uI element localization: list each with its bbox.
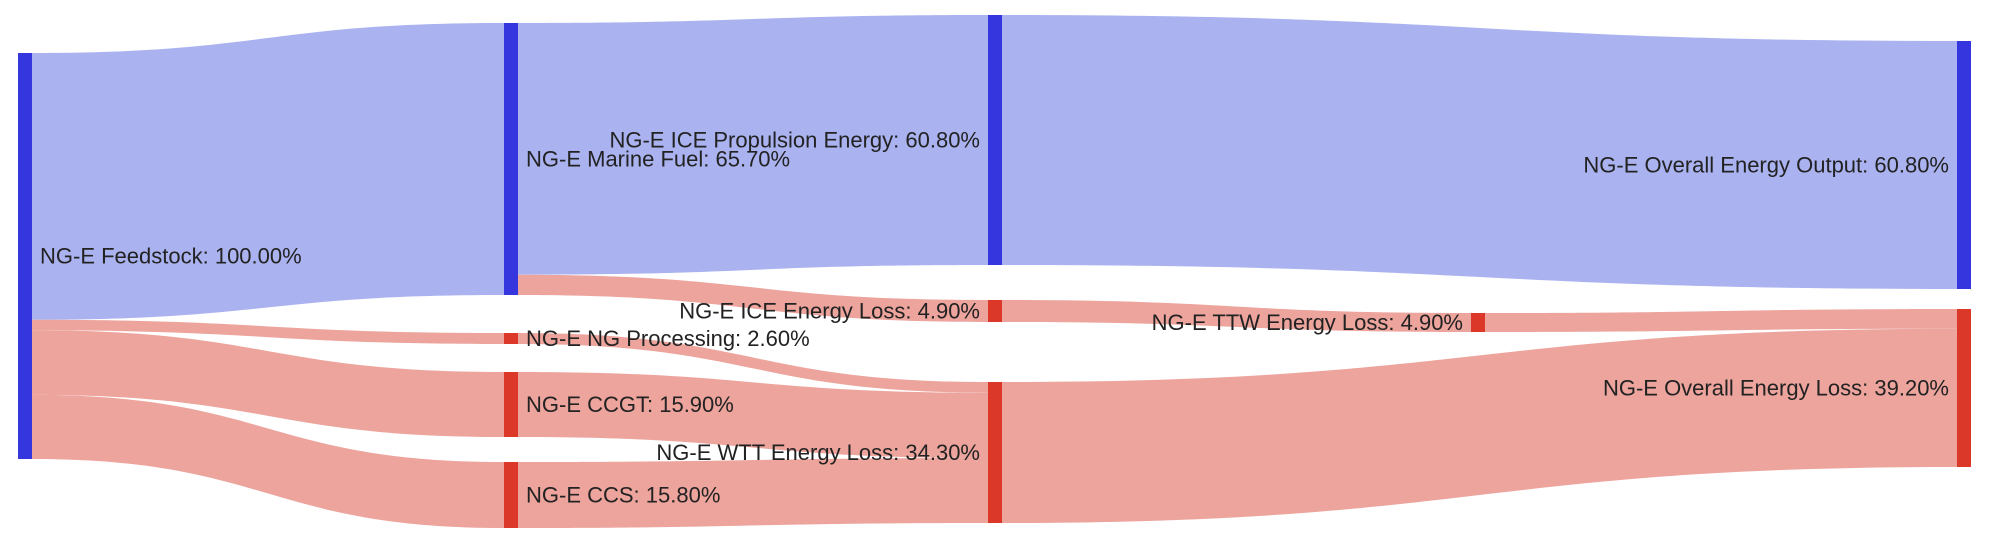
sankey-link-feedstock-ng_processing[interactable] bbox=[32, 319, 504, 344]
sankey-link-ice_propulsion-overall_output[interactable] bbox=[1002, 15, 1957, 289]
node-label-marine_fuel: NG-E Marine Fuel: 65.70% bbox=[526, 147, 790, 172]
sankey-link-feedstock-ccgt[interactable] bbox=[32, 330, 504, 437]
sankey-link-marine_fuel-ice_propulsion[interactable] bbox=[518, 15, 988, 275]
sankey-node-overall_loss[interactable] bbox=[1957, 309, 1971, 467]
sankey-link-feedstock-ccs[interactable] bbox=[32, 394, 504, 528]
sankey-link-ccgt-wtt_loss[interactable] bbox=[518, 372, 988, 459]
node-label-feedstock: NG-E Feedstock: 100.00% bbox=[40, 244, 302, 269]
node-label-ttw_loss: NG-E TTW Energy Loss: 4.90% bbox=[1152, 310, 1463, 335]
sankey-link-marine_fuel-ice_loss[interactable] bbox=[518, 274, 988, 322]
node-label-ccs: NG-E CCS: 15.80% bbox=[526, 483, 720, 508]
sankey-node-ttw_loss[interactable] bbox=[1471, 313, 1485, 332]
sankey-node-marine_fuel[interactable] bbox=[504, 23, 518, 295]
node-label-ice_propulsion: NG-E ICE Propulsion Energy: 60.80% bbox=[609, 128, 980, 153]
node-label-overall_output: NG-E Overall Energy Output: 60.80% bbox=[1583, 153, 1949, 178]
node-label-overall_loss: NG-E Overall Energy Loss: 39.20% bbox=[1603, 376, 1949, 401]
sankey-link-feedstock-marine_fuel[interactable] bbox=[32, 23, 504, 320]
sankey-link-wtt_loss-overall_loss[interactable] bbox=[1002, 328, 1957, 523]
sankey-node-ccs[interactable] bbox=[504, 462, 518, 528]
sankey-node-wtt_loss[interactable] bbox=[988, 382, 1002, 523]
sankey-node-ice_propulsion[interactable] bbox=[988, 15, 1002, 265]
node-label-ice_loss: NG-E ICE Energy Loss: 4.90% bbox=[679, 299, 980, 324]
sankey-node-ccgt[interactable] bbox=[504, 372, 518, 437]
sankey-node-overall_output[interactable] bbox=[1957, 41, 1971, 289]
node-label-ng_processing: NG-E NG Processing: 2.60% bbox=[526, 326, 810, 351]
sankey-link-ttw_loss-overall_loss[interactable] bbox=[1485, 309, 1957, 332]
node-label-ccgt: NG-E CCGT: 15.90% bbox=[526, 392, 734, 417]
sankey-link-ng_processing-wtt_loss[interactable] bbox=[518, 333, 988, 393]
sankey-node-ng_processing[interactable] bbox=[504, 333, 518, 344]
sankey-node-ice_loss[interactable] bbox=[988, 300, 1002, 322]
sankey-node-feedstock[interactable] bbox=[18, 53, 32, 459]
sankey-link-ccs-wtt_loss[interactable] bbox=[518, 458, 988, 528]
sankey-link-ice_loss-ttw_loss[interactable] bbox=[1002, 300, 1471, 332]
node-label-wtt_loss: NG-E WTT Energy Loss: 34.30% bbox=[656, 440, 980, 465]
